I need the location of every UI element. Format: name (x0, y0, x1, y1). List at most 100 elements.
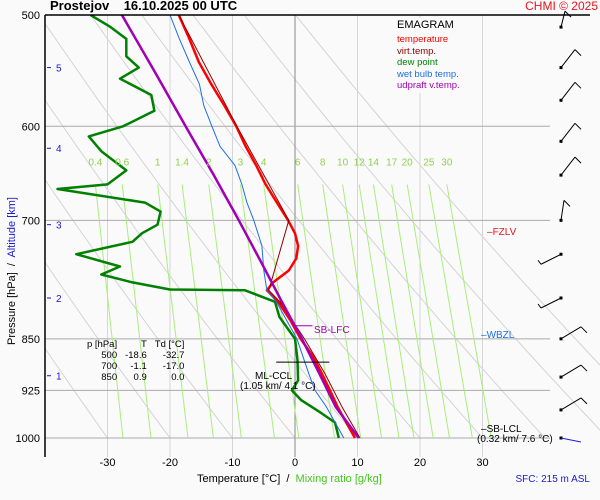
mixing-ratio-label: 4 (261, 158, 267, 169)
wind-barb-staff (540, 253, 562, 265)
legend-item-temperature: temperature (397, 34, 449, 45)
wind-barb-staff (560, 326, 582, 340)
y-axis-label-altitude: Altitude [km] (6, 197, 18, 258)
wind-barb-flag (574, 81, 582, 89)
wind-barb-flag (574, 156, 582, 164)
temperature-tick-label: -30 (100, 457, 116, 469)
mixing-ratio-line (358, 184, 400, 439)
wind-barb (559, 49, 582, 70)
mixing-ratio-line (372, 184, 415, 439)
wind-barb (559, 122, 582, 143)
mixing-ratio-line (428, 184, 473, 439)
wind-barb-staff (560, 81, 576, 101)
series-line-temperature (177, 15, 357, 439)
temperature-tick-label: 20 (414, 457, 426, 469)
mixing-ratio-label: 14 (368, 158, 380, 169)
wind-barb-staff (560, 397, 582, 411)
wind-barb (559, 156, 582, 177)
wind-barb (559, 81, 582, 102)
series-line-udpraft-v-temp- (120, 15, 360, 439)
info-row: 500 -18.6 -32.7 (83, 350, 188, 361)
mixing-ratio-line (239, 184, 275, 439)
fzlv-label: –FZLV (487, 227, 517, 238)
legend-item-virtual-temp: virt.temp. (397, 45, 437, 57)
legend: EMAGRAM temperature virt.temp. dew point… (395, 18, 462, 93)
info-header-row: p [hPa] T Td [°C] (83, 339, 188, 350)
wind-barb (559, 397, 588, 412)
mixing-ratio-label: 6 (295, 158, 301, 169)
altitude-tick-label: 3 (56, 221, 62, 232)
temperature-tick-label: 0 (292, 457, 298, 469)
dry-adiabat-line (45, 261, 171, 439)
dry-adiabat-line (243, 15, 600, 431)
wind-barb-flag (537, 303, 542, 309)
ml-ccl-detail: (1.05 km/ 4.1 °C) (240, 381, 316, 392)
mixing-ratio-label: 0.4 (88, 158, 102, 169)
info-cell: 0.0 (171, 372, 185, 383)
ml-ccl-label: ML-CCL (255, 371, 293, 382)
wind-barb-flag (537, 259, 542, 265)
legend-title: EMAGRAM (397, 19, 454, 31)
wbzl-label: –WBZL (481, 330, 515, 341)
info-header-pressure: p [hPa] (87, 339, 118, 350)
mixing-ratio-label: 3 (238, 158, 244, 169)
info-row: 850 0.9 0.0 (83, 372, 188, 383)
info-cell: 850 (101, 372, 118, 383)
temperature-tick-label: -20 (162, 457, 178, 469)
fzlv-text: FZLV (492, 227, 517, 238)
plot-area (45, 15, 600, 457)
sb-lfc-label: SB-LFC (314, 325, 350, 336)
mixing-ratio-line (322, 184, 362, 439)
legend-item-wet-bulb: wet bulb temp. (397, 68, 459, 80)
info-header-temp: T (140, 339, 147, 350)
wbzl-text: WBZL (486, 330, 515, 341)
altitude-tick-label: 2 (56, 294, 62, 305)
wind-barb-flag (580, 326, 588, 334)
wind-barb-staff (560, 123, 576, 142)
info-cell: -32.7 (162, 350, 185, 361)
mixing-ratio-label: 1 (155, 158, 161, 169)
mixing-ratio-label: 20 (402, 158, 414, 169)
dry-adiabat-line (90, 15, 421, 439)
info-cell: 0.9 (133, 372, 147, 383)
mixing-ratio-line (121, 184, 152, 439)
dry-adiabat-line (45, 22, 358, 439)
wind-barb-flag (564, 10, 572, 18)
mixing-ratio-line (342, 184, 383, 439)
wind-barb-staff (560, 437, 582, 443)
dry-adiabat-line (141, 15, 483, 439)
mixing-ratio-label: 8 (320, 158, 326, 169)
info-header-dewpoint: Td [°C] (154, 339, 185, 350)
surface-elevation-label: SFC: 215 m ASL (515, 474, 590, 485)
altitude-tick-label: 5 (56, 64, 62, 75)
wind-barb-staff (560, 364, 582, 378)
wind-barb-flag (563, 199, 571, 207)
wind-barb-staff (560, 10, 566, 28)
sounding-info-table: p [hPa] T Td [°C] 500 -18.6 -32.7 700 -1… (83, 339, 188, 383)
sb-lcl-label: –SB-LCL (481, 424, 522, 435)
mixing-ratio-label: 1.4 (175, 158, 189, 169)
x-axis-label-temperature: Temperature [°C] / (197, 473, 296, 485)
mixing-ratio-label: 0.6 (115, 158, 129, 169)
pressure-tick-label: 1000 (16, 433, 40, 445)
x-axis-label-mixing-ratio: Mixing ratio [g/kg] (295, 473, 382, 485)
wind-barb-flag (574, 122, 582, 130)
legend-item-updraft-vtemp: udpraft v.temp. (397, 80, 460, 91)
mixing-ratio-label: 10 (337, 158, 349, 169)
wind-barb-staff (560, 200, 565, 221)
chart-title: Prostejov 16.10.2025 00 UTC (50, 0, 238, 13)
wind-barb-staff (560, 156, 576, 176)
info-cell: -17.0 (162, 361, 185, 372)
mixing-ratio-label: 2 (206, 158, 212, 169)
mixing-ratio-line (406, 184, 451, 439)
info-cell: 500 (101, 350, 118, 361)
wind-barb-flag (580, 397, 588, 405)
dry-adiabat-line (45, 347, 108, 439)
mixing-ratio-label: 12 (354, 158, 366, 169)
mixing-ratio-line (297, 184, 335, 439)
temperature-tick-label: 10 (351, 457, 363, 469)
mixing-ratio-line (391, 184, 434, 439)
mixing-ratio-line (181, 184, 214, 439)
pressure-tick-label: 700 (22, 215, 40, 227)
